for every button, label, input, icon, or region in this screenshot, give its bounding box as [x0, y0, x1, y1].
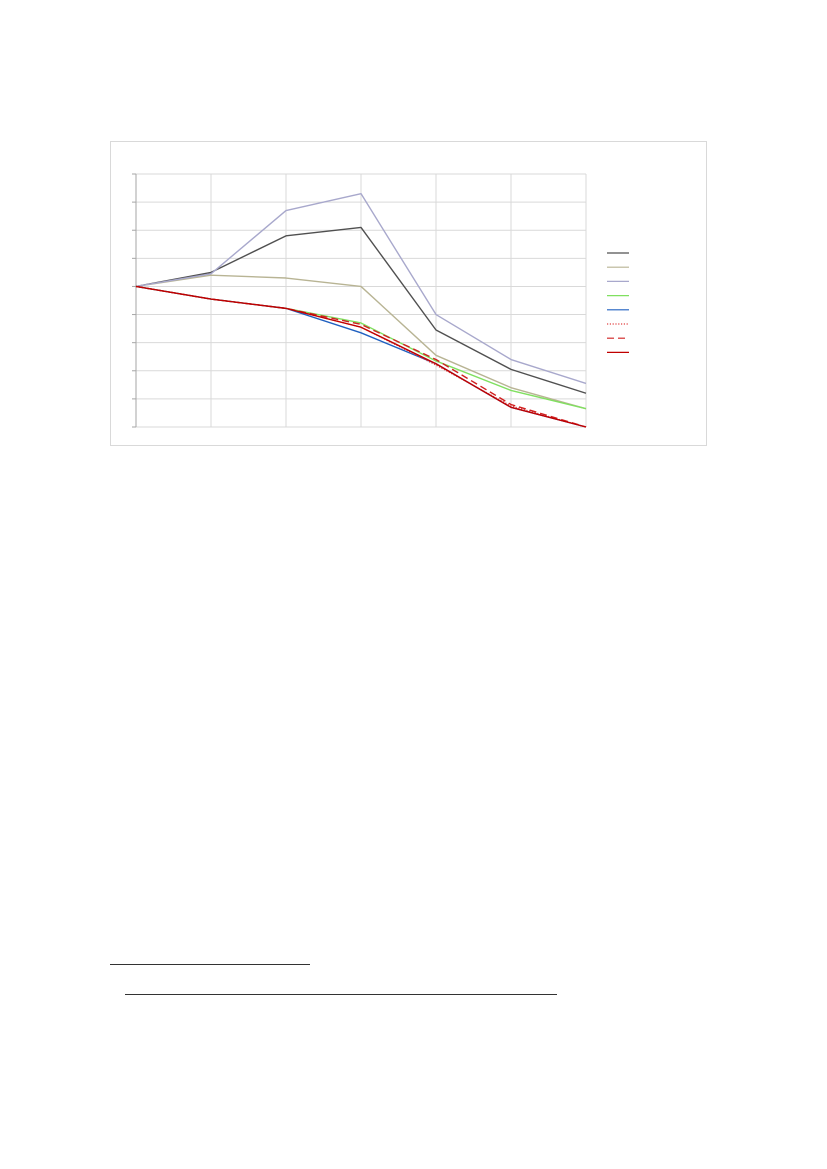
series-line-3 [135, 192, 587, 385]
legend [607, 252, 629, 353]
y-axis [132, 173, 137, 428]
series-line-2 [135, 274, 587, 410]
series-line-7 [135, 285, 587, 428]
chart-frame [110, 141, 707, 446]
line-chart [132, 173, 629, 428]
series-line-1 [135, 226, 587, 394]
series-line-8 [135, 285, 587, 428]
footnote-separator [110, 964, 310, 965]
series-lines [135, 192, 587, 428]
footnote-link-underline [125, 994, 557, 995]
